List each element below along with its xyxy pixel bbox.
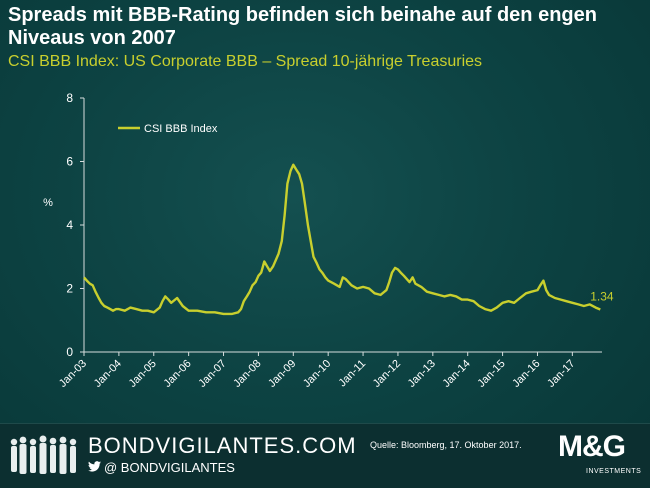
mg-logo: M&G INVESTMENTS [556,428,646,484]
twitter-handle: @ BONDVIGILANTES [88,460,235,475]
crowd-silhouette-icon [10,435,77,474]
chart-axes: % [43,98,602,353]
footer: BONDVIGILANTES.COM @ BONDVIGILANTES Quel… [0,423,650,488]
y-tick-label: 4 [66,218,73,232]
x-tick-label: Jan-16 [510,358,542,390]
legend: CSI BBB Index [118,123,218,135]
x-tick-label: Jan-08 [231,358,263,390]
y-tick-label: 2 [66,282,73,296]
series-line [83,163,601,316]
y-tick-label: 8 [66,91,73,105]
x-tick-label: Jan-15 [475,358,507,390]
x-tick-label: Jan-05 [127,358,159,390]
twitter-bird-icon [88,461,101,472]
x-tick-label: Jan-06 [161,358,193,390]
x-tick-label: Jan-03 [57,358,89,390]
x-tick-label: Jan-12 [371,358,403,390]
end-value-label: 1.34 [590,289,614,303]
x-tick-label: Jan-09 [266,358,298,390]
twitter-handle-text: @ BONDVIGILANTES [104,460,235,475]
x-tick-label: Jan-10 [301,358,333,390]
x-tick-label: Jan-14 [441,358,473,390]
y-axis-label: % [43,197,53,209]
x-tick-label: Jan-04 [92,358,124,390]
y-tick-label: 0 [66,345,73,359]
chart-title: Spreads mit BBB-Rating befinden sich bei… [8,4,597,49]
x-tick-label: Jan-07 [196,358,228,390]
x-tick-label: Jan-13 [406,358,438,390]
y-tick-label: 6 [66,155,73,169]
x-tick-label: Jan-11 [336,358,368,390]
y-axis-ticks: 0 2 4 6 8 [66,91,84,359]
annotations-layer: 1.34 [590,289,614,303]
logo-subtext: INVESTMENTS [586,468,642,475]
source-note: Quelle: Bloomberg, 17. Oktober 2017. [370,440,522,450]
series-layer [83,163,601,316]
logo-text: M&G [558,430,626,463]
chart-subtitle: CSI BBB Index: US Corporate BBB – Spread… [8,53,483,70]
legend-label: CSI BBB Index [144,123,218,135]
x-axis-ticks: Jan-03 Jan-04 Jan-05 Jan-06 Jan-07 Jan-08 Jan-… [57,352,577,390]
brand-name: BONDVIGILANTES.COM [88,433,357,458]
x-tick-label: Jan-17 [545,358,577,390]
